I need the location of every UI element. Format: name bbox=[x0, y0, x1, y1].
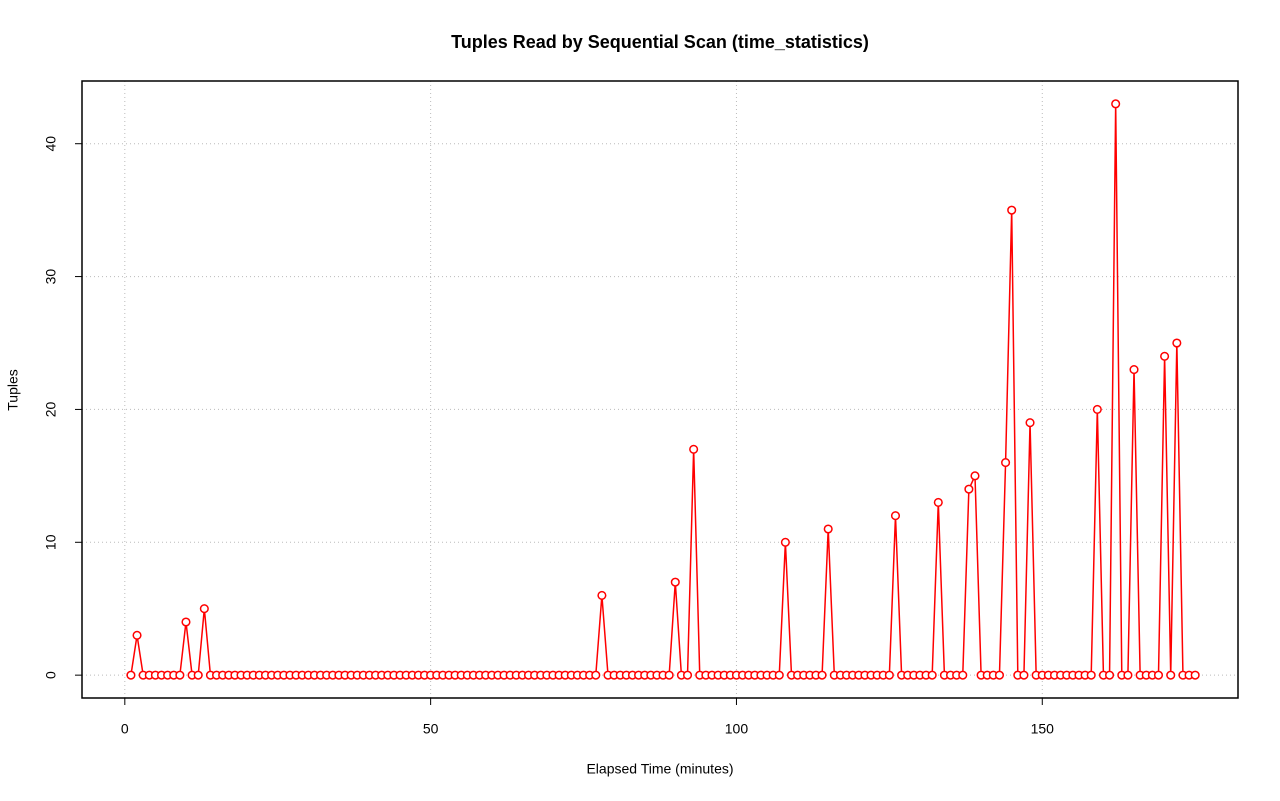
y-tick-label: 20 bbox=[43, 401, 59, 417]
data-point bbox=[927, 670, 937, 680]
data-point bbox=[597, 590, 607, 600]
data-point bbox=[670, 577, 680, 587]
data-point bbox=[1007, 205, 1017, 215]
data-point bbox=[884, 670, 894, 680]
y-axis-label: Tuples bbox=[5, 369, 21, 411]
data-point bbox=[1025, 418, 1035, 428]
data-point bbox=[1019, 670, 1029, 680]
data-point bbox=[964, 484, 974, 494]
data-point bbox=[1111, 99, 1121, 109]
data-point bbox=[175, 670, 185, 680]
x-tick-label: 150 bbox=[1031, 721, 1055, 737]
chart-title: Tuples Read by Sequential Scan (time_sta… bbox=[451, 32, 869, 52]
data-point bbox=[664, 670, 674, 680]
x-axis-label: Elapsed Time (minutes) bbox=[586, 761, 733, 777]
y-tick-label: 10 bbox=[43, 534, 59, 550]
plot-frame bbox=[81, 80, 1239, 699]
data-point bbox=[689, 444, 699, 454]
data-point bbox=[591, 670, 601, 680]
data-point bbox=[780, 537, 790, 547]
data-point bbox=[1001, 458, 1011, 468]
data-point bbox=[1166, 670, 1176, 680]
x-tick-label: 50 bbox=[423, 721, 439, 737]
data-point bbox=[774, 670, 784, 680]
data-point bbox=[181, 617, 191, 627]
data-point bbox=[890, 511, 901, 521]
data-point bbox=[823, 524, 833, 534]
data-point bbox=[682, 670, 693, 680]
data-point bbox=[193, 670, 203, 680]
data-point bbox=[1153, 670, 1164, 680]
data-point bbox=[126, 670, 136, 680]
data-point bbox=[1160, 351, 1170, 361]
data-point bbox=[1105, 670, 1115, 680]
y-tick-label: 30 bbox=[43, 269, 59, 285]
data-point bbox=[958, 670, 968, 680]
data-point bbox=[132, 630, 142, 640]
data-point bbox=[1172, 338, 1182, 348]
data-point bbox=[1092, 404, 1102, 414]
data-point bbox=[1129, 365, 1139, 375]
data-point bbox=[817, 670, 827, 680]
y-tick-label: 0 bbox=[43, 671, 59, 679]
data-point bbox=[199, 604, 209, 614]
data-point bbox=[1190, 670, 1200, 680]
data-point bbox=[1086, 670, 1096, 680]
x-tick-label: 100 bbox=[725, 721, 749, 737]
data-point bbox=[1123, 670, 1133, 680]
x-tick-label: 0 bbox=[121, 721, 129, 737]
data-point bbox=[994, 670, 1005, 680]
y-tick-label: 40 bbox=[43, 136, 59, 152]
data-point bbox=[933, 497, 943, 507]
data-point bbox=[970, 471, 980, 481]
